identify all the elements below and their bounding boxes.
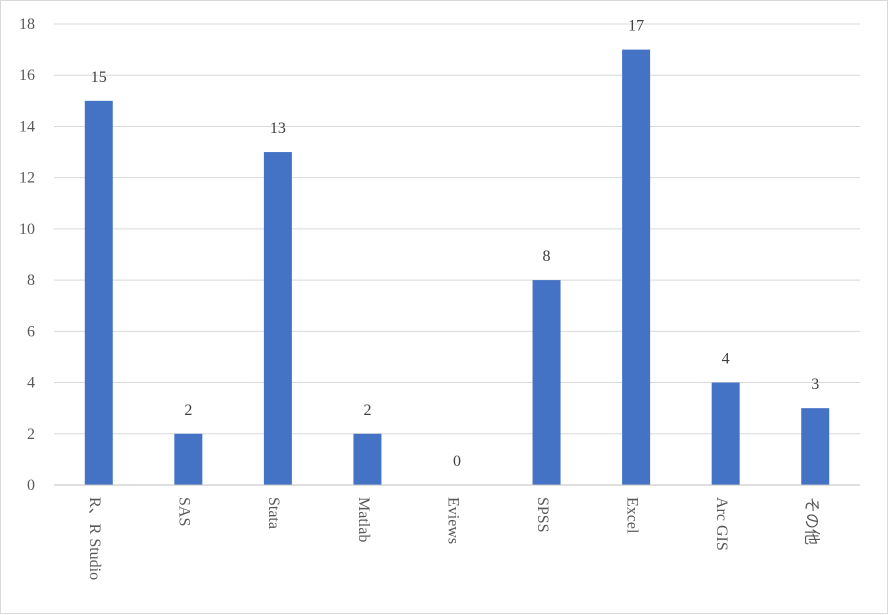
- data-label: 4: [722, 351, 730, 368]
- y-tick-label: 10: [19, 221, 35, 238]
- bar: [622, 49, 651, 485]
- x-category-label: SAS: [176, 497, 193, 526]
- y-tick-label: 2: [27, 426, 35, 443]
- bar: [174, 433, 203, 485]
- y-tick-label: 8: [27, 272, 35, 289]
- y-tick-label: 4: [27, 375, 35, 392]
- x-category-label: Arc GIS: [713, 497, 730, 551]
- data-label: 0: [453, 453, 461, 470]
- y-tick-label: 16: [19, 67, 35, 84]
- y-tick-label: 18: [19, 16, 35, 33]
- data-label: 13: [270, 120, 286, 137]
- data-label: 2: [363, 402, 371, 419]
- x-category-label: R、R Studio: [86, 497, 103, 580]
- data-label: 15: [91, 69, 107, 86]
- data-label: 17: [628, 18, 644, 35]
- bar: [84, 100, 113, 485]
- data-label: 2: [184, 402, 192, 419]
- x-category-label: Stata: [265, 497, 282, 529]
- x-axis-categories: R、R Studio SAS Stata Matlab Eviews SPSS Excel A…: [86, 497, 820, 580]
- data-label: 3: [811, 376, 819, 393]
- y-tick-label: 12: [19, 170, 35, 187]
- x-category-label: Excel: [623, 497, 640, 534]
- bar: [801, 408, 830, 485]
- y-axis-ticks: 0 2 4 6 8 10 12 14 16 18: [19, 16, 35, 494]
- y-tick-label: 14: [19, 118, 35, 135]
- bar: [711, 382, 740, 485]
- bar: [263, 152, 292, 486]
- data-label: 8: [543, 248, 551, 265]
- data-labels: 15 2 13 2 0 8 17 4 3: [91, 18, 819, 470]
- x-category-label: その他: [803, 497, 821, 545]
- bar: [532, 280, 561, 485]
- y-tick-label: 0: [27, 477, 35, 494]
- x-category-label: Eviews: [444, 497, 461, 544]
- bars: [84, 49, 830, 486]
- y-tick-label: 6: [27, 323, 35, 340]
- gridlines: [54, 23, 860, 435]
- x-category-label: Matlab: [355, 497, 372, 542]
- x-category-label: SPSS: [534, 497, 551, 533]
- bar: [353, 433, 382, 485]
